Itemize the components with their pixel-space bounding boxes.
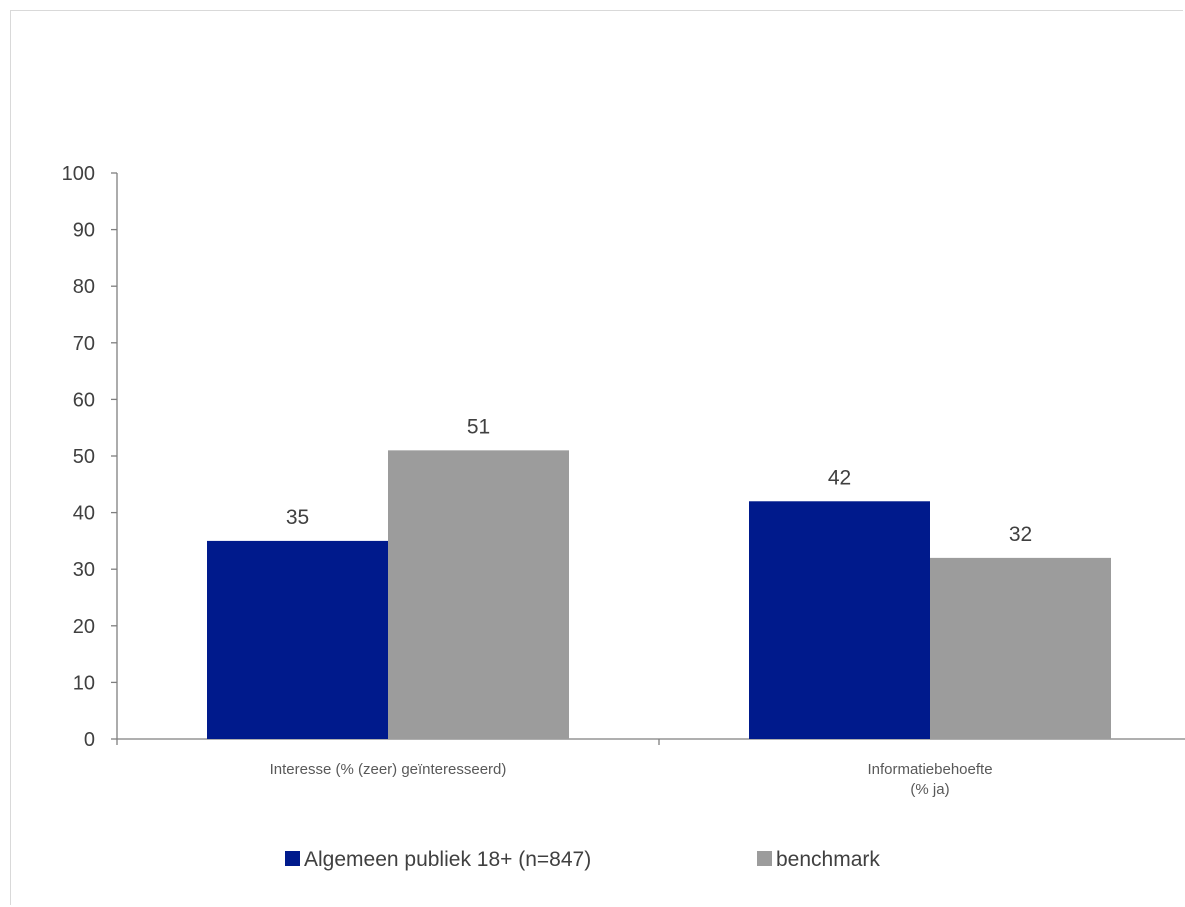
legend-label: benchmark	[776, 848, 880, 871]
y-tick-label: 60	[73, 389, 95, 411]
y-tick-label: 90	[73, 220, 95, 242]
legend-label: Algemeen publiek 18+ (n=847)	[304, 848, 591, 871]
y-tick-label: 10	[73, 672, 95, 694]
bar	[930, 557, 1111, 739]
data-label: 51	[467, 415, 490, 438]
bar	[749, 501, 930, 739]
legend-swatch	[757, 851, 772, 866]
data-label: 42	[828, 466, 851, 489]
legend-swatch	[285, 851, 300, 866]
data-label: 35	[286, 506, 309, 529]
bar	[207, 540, 388, 739]
y-tick-label: 50	[73, 446, 95, 468]
y-tick-label: 40	[73, 503, 95, 525]
data-label: 32	[1009, 523, 1032, 546]
chart-frame	[10, 10, 1183, 905]
y-tick-label: 20	[73, 616, 95, 638]
y-tick-label: 70	[73, 333, 95, 355]
y-tick-label: 100	[62, 163, 95, 185]
bars	[207, 450, 1111, 739]
x-tick-label: (% ja)	[910, 781, 949, 798]
x-tick-label: Informatiebehoefte	[867, 761, 992, 778]
y-tick-label: 0	[84, 729, 95, 751]
data-labels: 35 51 42 32	[286, 415, 1032, 546]
y-tick-label: 80	[73, 276, 95, 298]
legend: Algemeen publiek 18+ (n=847) benchmark	[285, 848, 880, 871]
x-tick-label: Interesse (% (zeer) geïnteresseerd)	[270, 761, 507, 778]
bar	[388, 450, 569, 739]
y-tick-label: 30	[73, 559, 95, 581]
